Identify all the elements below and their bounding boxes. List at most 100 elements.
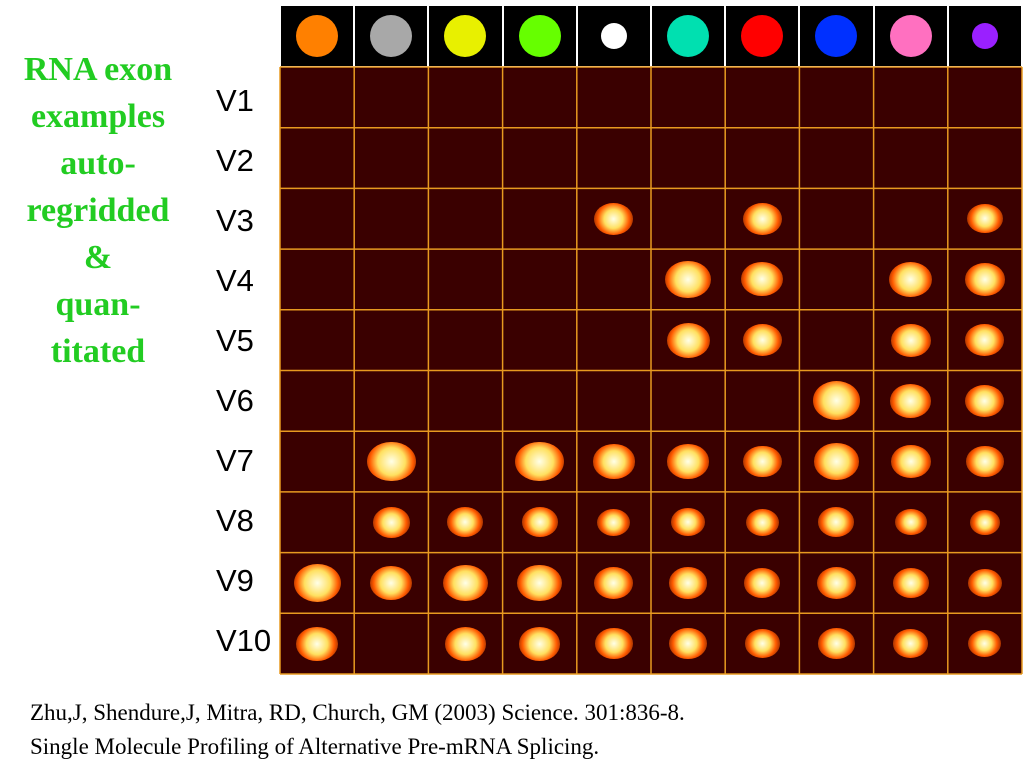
grid-cell — [576, 127, 651, 189]
signal-spot — [889, 383, 932, 418]
grid-cell — [428, 552, 503, 614]
grid-cell — [576, 552, 651, 614]
grid-cell — [947, 613, 1022, 674]
grid-cell — [725, 491, 800, 553]
row-label-v4: V4 — [216, 263, 254, 298]
signal-spot — [894, 509, 927, 536]
signal-spot — [593, 444, 635, 479]
grid-cell — [280, 552, 355, 614]
legend-blob — [370, 15, 413, 57]
grid-cell — [725, 188, 800, 250]
grid-cell — [280, 370, 355, 432]
signal-spot — [814, 443, 859, 480]
grid-cell — [428, 491, 503, 553]
signal-spot — [889, 261, 933, 298]
signal-spot — [515, 441, 564, 482]
legend-blob — [444, 15, 487, 57]
signal-spot — [366, 441, 416, 482]
signal-spot — [447, 507, 484, 537]
signal-spot — [594, 202, 634, 235]
signal-spot — [666, 322, 710, 358]
citation-line-authors: Zhu,J, Shendure,J, Mitra, RD, Church, GM… — [30, 700, 685, 725]
legend-cell — [800, 6, 873, 66]
signal-spot — [890, 323, 931, 357]
signal-spot — [665, 260, 711, 299]
grid-cell — [725, 249, 800, 310]
legend-cell — [281, 6, 354, 66]
grid-cell — [502, 67, 577, 128]
grid-cell — [502, 370, 577, 432]
grid-cell — [280, 613, 355, 674]
signal-spot — [595, 628, 633, 659]
legend-blob — [889, 15, 932, 57]
grid-cell — [873, 491, 948, 553]
title-block: RNA exon examples auto- regridded & quan… — [4, 46, 192, 375]
grid-cell — [280, 431, 355, 492]
signal-spot — [668, 567, 708, 599]
grid-cell — [354, 127, 429, 189]
grid-cell — [576, 67, 651, 128]
grid-cell — [651, 249, 726, 310]
signal-spot — [969, 509, 1001, 535]
grid-cell — [502, 249, 577, 310]
grid-cell — [799, 309, 874, 371]
grid-cell — [873, 127, 948, 189]
title-line: regridded — [26, 192, 170, 229]
signal-spot — [745, 508, 779, 536]
grid-cell — [354, 491, 429, 553]
legend-cell — [355, 6, 428, 66]
grid-cell — [873, 431, 948, 492]
signal-spot — [742, 445, 782, 478]
grid-cell — [651, 309, 726, 371]
grid-cell — [428, 370, 503, 432]
grid-cell — [947, 249, 1022, 310]
signal-spot — [293, 563, 341, 603]
legend-blob — [518, 15, 561, 57]
grid-cell — [576, 249, 651, 310]
grid-cell — [502, 309, 577, 371]
signal-spot — [670, 508, 706, 537]
signal-spot — [818, 507, 855, 537]
signal-spot — [744, 629, 780, 658]
grid-cell — [428, 188, 503, 250]
grid-cell — [428, 249, 503, 310]
grid-cell — [873, 309, 948, 371]
signal-spot — [742, 202, 782, 235]
grid-cell — [799, 127, 874, 189]
grid-cell — [725, 431, 800, 492]
grid-cell — [280, 188, 355, 250]
grid-cell — [799, 431, 874, 492]
row-label-v6: V6 — [216, 383, 254, 418]
legend-blob — [815, 15, 858, 57]
row-label-v2: V2 — [216, 143, 254, 178]
legend-cell — [948, 6, 1021, 66]
signal-spot — [597, 508, 631, 536]
signal-spot — [964, 262, 1005, 296]
title-line: & — [83, 239, 113, 276]
signal-spot — [968, 630, 1002, 658]
signal-spot — [521, 507, 558, 537]
grid-cell — [947, 188, 1022, 250]
grid-cell — [428, 127, 503, 189]
signal-spot — [296, 626, 338, 661]
grid-cell — [354, 552, 429, 614]
grid-cell — [725, 127, 800, 189]
grid-cell — [651, 613, 726, 674]
grid-cell — [651, 188, 726, 250]
signal-spot — [966, 203, 1003, 234]
grid-cell — [873, 67, 948, 128]
signal-spot — [890, 445, 931, 478]
signal-spot — [965, 384, 1005, 417]
signal-spot — [594, 567, 634, 599]
grid-cell — [799, 370, 874, 432]
title-line: RNA exon — [23, 51, 173, 88]
grid-cell — [502, 613, 577, 674]
legend-cell — [726, 6, 799, 66]
signal-spot — [444, 626, 487, 661]
legend-blob — [296, 15, 339, 57]
grid-cell — [651, 431, 726, 492]
grid-cell — [873, 613, 948, 674]
grid-cell — [354, 370, 429, 432]
title-line: titated — [50, 333, 146, 370]
legend-cell — [874, 6, 947, 66]
